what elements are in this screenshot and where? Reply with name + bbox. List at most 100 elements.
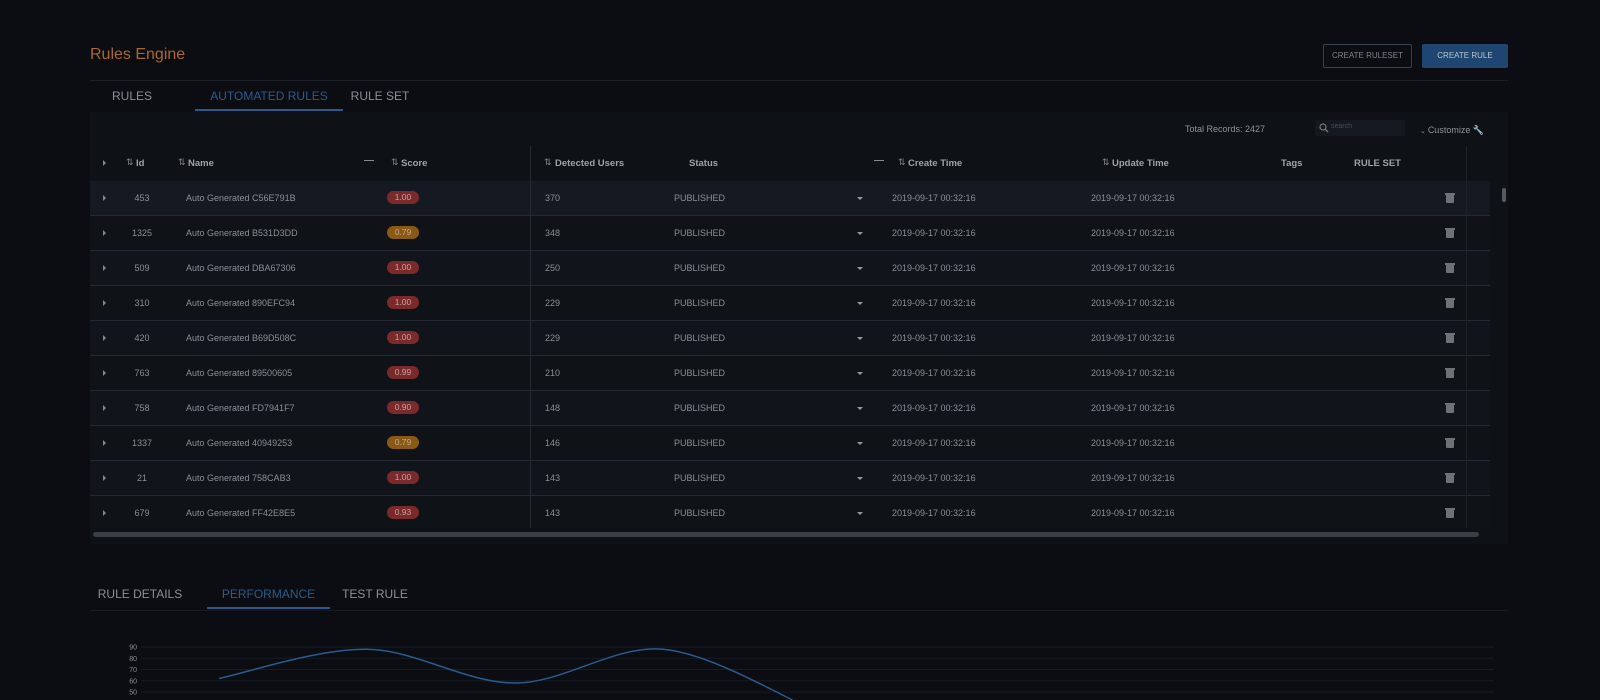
delete-icon[interactable]: [1445, 508, 1455, 518]
score-badge: 0.99: [387, 366, 419, 379]
horizontal-scrollbar[interactable]: [93, 532, 1479, 537]
trash-lid: [1445, 333, 1455, 335]
detected-users: 348: [545, 228, 561, 238]
rule-id: 420: [134, 333, 150, 343]
trash-lid: [1445, 438, 1455, 440]
divider: [90, 80, 1508, 81]
status: PUBLISHED: [674, 438, 726, 448]
update-time: 2019-09-17 00:32:16: [1091, 193, 1175, 203]
customize-button[interactable]: ⌄ Customize 🔧: [1420, 125, 1484, 136]
column-header: Id: [136, 158, 145, 169]
tab[interactable]: RULE DETAILS: [97, 587, 183, 601]
table-row[interactable]: 509 Auto Generated DBA67306 1.00 250 PUBLISH…: [90, 251, 1490, 286]
expand-row-icon: [103, 475, 106, 481]
status-dropdown: [857, 477, 863, 480]
expand-row-icon: [103, 195, 106, 201]
delete-icon[interactable]: [1445, 403, 1455, 413]
delete-icon[interactable]: [1445, 333, 1455, 343]
trash-body: [1446, 230, 1454, 238]
tab[interactable]: AUTOMATED RULES: [210, 89, 328, 103]
status-dropdown: [857, 407, 863, 410]
status-dropdown: [857, 442, 863, 445]
sort-icon: ⇅: [1102, 157, 1110, 167]
update-time: 2019-09-17 00:32:16: [1091, 333, 1175, 343]
table-row[interactable]: 758 Auto Generated FD7941F7 0.90 148 PUBLISH…: [90, 391, 1490, 426]
delete-icon[interactable]: [1445, 438, 1455, 448]
rule-id: 679: [134, 508, 150, 518]
expand-row-icon: [103, 230, 106, 236]
status-dropdown: [857, 512, 863, 515]
trash-lid: [1445, 403, 1455, 405]
tab[interactable]: TEST RULE: [342, 587, 408, 601]
tab[interactable]: RULE SET: [350, 89, 410, 103]
expand-row-icon: [103, 300, 106, 306]
filter-icon: [874, 160, 884, 167]
column-header: Name: [188, 158, 214, 169]
rule-id: 1337: [131, 438, 153, 448]
tab[interactable]: RULES: [111, 89, 152, 103]
trash-lid: [1445, 193, 1455, 195]
search-placeholder: search: [1331, 123, 1353, 130]
create-time: 2019-09-17 00:32:16: [892, 333, 976, 343]
create-time: 2019-09-17 00:32:16: [892, 263, 976, 273]
trash-body: [1446, 300, 1454, 308]
expand-row-icon: [103, 405, 106, 411]
create-rule-button[interactable]: CREATE RULE: [1422, 44, 1508, 68]
rule-name: Auto Generated FD7941F7: [186, 403, 295, 413]
expand-row-icon: [103, 265, 106, 271]
table-body: 453 Auto Generated C56E791B 1.00 370 PUBLISH…: [90, 181, 1490, 528]
delete-icon[interactable]: [1445, 368, 1455, 378]
delete-icon[interactable]: [1445, 298, 1455, 308]
score-badge: 0.79: [387, 436, 419, 449]
delete-icon[interactable]: [1445, 228, 1455, 238]
table-row[interactable]: 310 Auto Generated 890EFC94 1.00 229 PUBLISH…: [90, 286, 1490, 321]
column-header: Tags: [1281, 158, 1303, 169]
tab-bar: RULES AUTOMATED RULES RULE SET: [90, 82, 1508, 112]
detected-users: 143: [545, 473, 561, 483]
score-badge: 0.93: [387, 506, 419, 519]
score-badge: 1.00: [387, 261, 419, 274]
table-row[interactable]: 1325 Auto Generated B531D3DD 0.79 348 PUBLIS…: [90, 216, 1490, 251]
expand-row-icon: [103, 370, 106, 376]
delete-icon[interactable]: [1445, 193, 1455, 203]
create-time: 2019-09-17 00:32:16: [892, 508, 976, 518]
rule-name: Auto Generated B69D508C: [186, 333, 297, 343]
table-row[interactable]: 420 Auto Generated B69D508C 1.00 229 PUBLISH…: [90, 321, 1490, 356]
status-dropdown: [857, 372, 863, 375]
table-row[interactable]: 453 Auto Generated C56E791B 1.00 370 PUBLISH…: [90, 181, 1490, 216]
status: PUBLISHED: [674, 333, 726, 343]
detected-users: 250: [545, 263, 561, 273]
detected-users: 210: [545, 368, 561, 378]
trash-lid: [1445, 263, 1455, 265]
delete-icon[interactable]: [1445, 473, 1455, 483]
active-tab-indicator: [207, 607, 330, 609]
search-box[interactable]: search: [1315, 120, 1405, 136]
rule-id: 1325: [131, 228, 153, 238]
table-row[interactable]: 679 Auto Generated FF42E8E5 0.93 143 PUBLISH…: [90, 496, 1490, 528]
score-badge: 1.00: [387, 331, 419, 344]
trash-body: [1446, 510, 1454, 518]
tab[interactable]: PERFORMANCE: [221, 587, 316, 601]
score-badge: 1.00: [387, 296, 419, 309]
delete-icon[interactable]: [1445, 263, 1455, 273]
status: PUBLISHED: [674, 228, 726, 238]
y-tick-label: 70: [129, 667, 137, 674]
vertical-scrollbar[interactable]: [1502, 188, 1506, 202]
column-header: Update Time: [1112, 158, 1169, 169]
rule-name: Auto Generated 40949253: [186, 438, 293, 448]
update-time: 2019-09-17 00:32:16: [1091, 403, 1175, 413]
table-row[interactable]: 763 Auto Generated 89500605 0.99 210 PUBLISH…: [90, 356, 1490, 391]
status-dropdown: [857, 302, 863, 305]
filter-icon: [364, 160, 374, 167]
table-row[interactable]: 21 Auto Generated 758CAB3 1.00 143 PUBLISHED…: [90, 461, 1490, 496]
update-time: 2019-09-17 00:32:16: [1091, 473, 1175, 483]
column-header: Detected Users: [555, 158, 625, 169]
rule-name: Auto Generated 890EFC94: [186, 298, 296, 308]
expand-all-icon: [103, 160, 106, 166]
expand-row-icon: [103, 510, 106, 516]
trash-lid: [1445, 368, 1455, 370]
rule-name: Auto Generated C56E791B: [186, 193, 296, 203]
create-ruleset-button[interactable]: CREATE RULESET: [1323, 44, 1412, 68]
table-row[interactable]: 1337 Auto Generated 40949253 0.79 146 PUBLIS…: [90, 426, 1490, 461]
